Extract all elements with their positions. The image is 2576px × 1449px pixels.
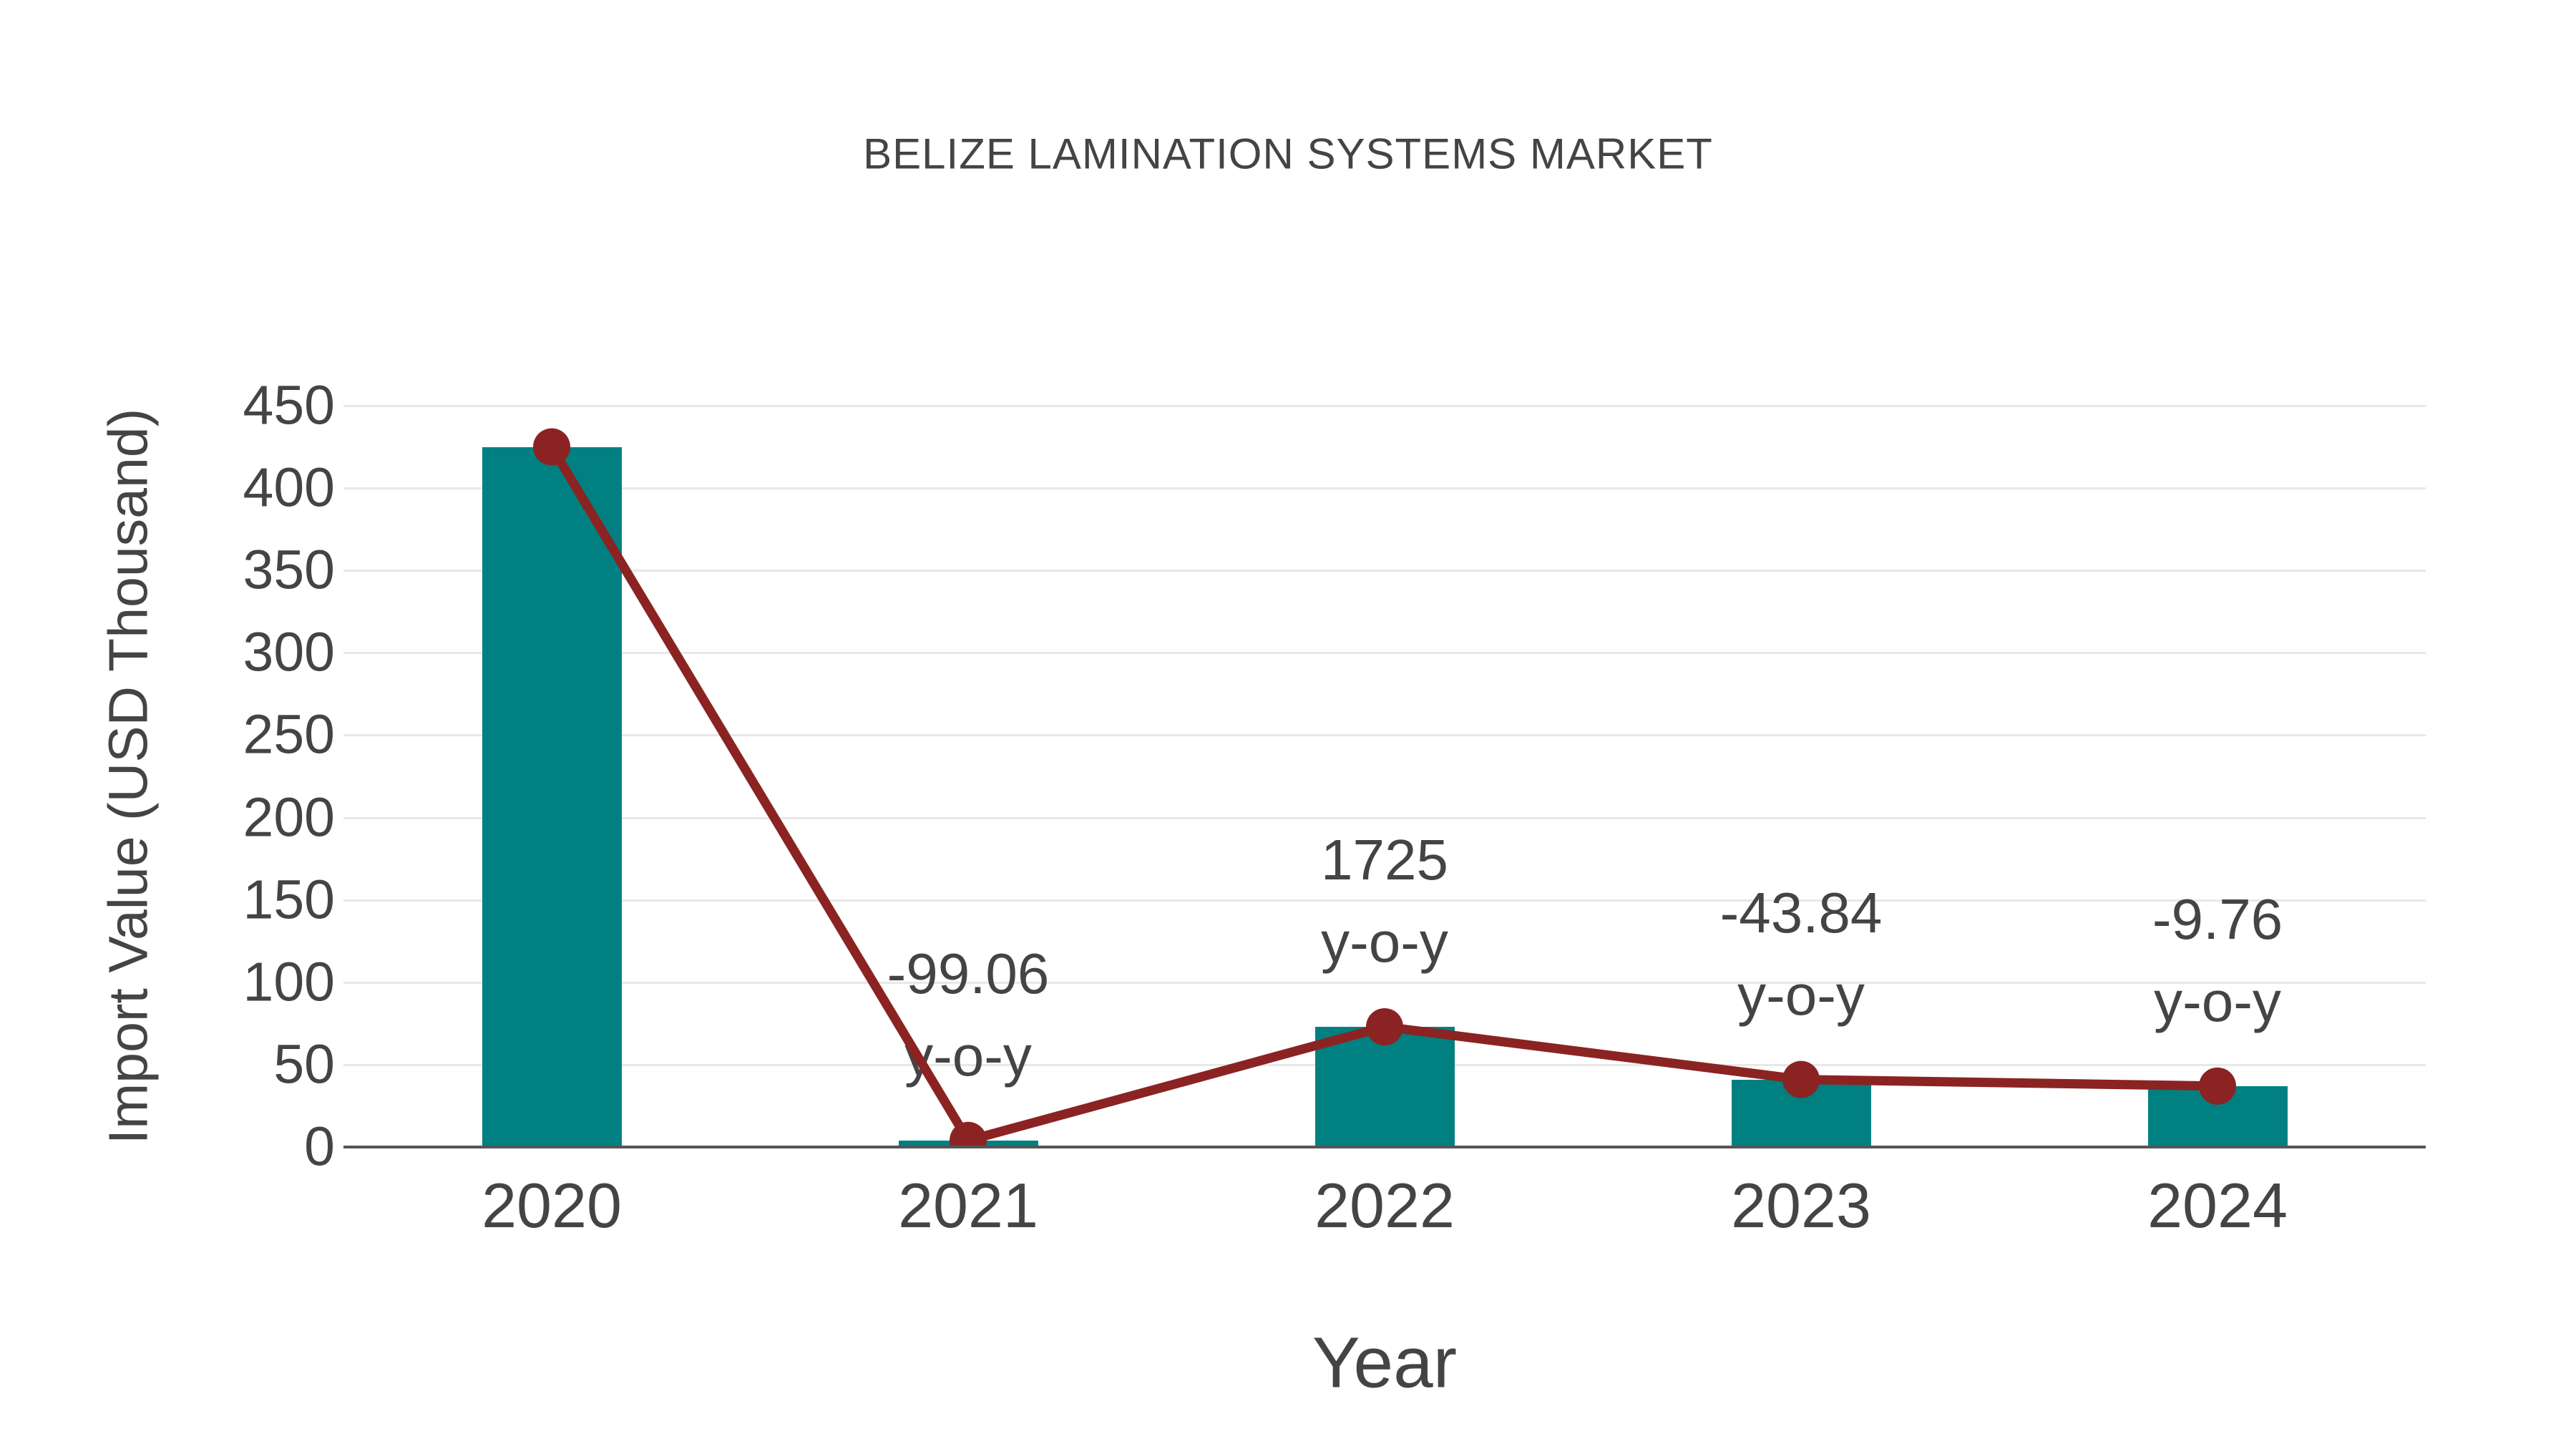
line-marker-2024 (2199, 1067, 2236, 1105)
x-tick-label: 2022 (1314, 1170, 1455, 1241)
y-tick-label: 100 (243, 951, 335, 1013)
y-tick-label: 400 (243, 457, 335, 519)
y-tick-label: 350 (243, 539, 335, 601)
annotation-suffix: y-o-y (1737, 962, 1865, 1027)
y-tick-label: 50 (273, 1033, 335, 1096)
chart-title: BELIZE LAMINATION SYSTEMS MARKET (863, 130, 1713, 178)
line-marker-2022 (1366, 1008, 1403, 1045)
annotation-value: -9.76 (2152, 887, 2283, 951)
gridline (343, 981, 2426, 984)
x-tick-label: 2023 (1731, 1170, 1871, 1241)
y-tick-label: 450 (243, 374, 335, 436)
annotation-suffix: y-o-y (1321, 909, 1448, 974)
gridline (343, 405, 2426, 407)
gridline (343, 734, 2426, 737)
x-tick-label: 2020 (482, 1170, 622, 1241)
gridline (343, 816, 2426, 819)
y-tick-label: 300 (243, 621, 335, 683)
line-marker-2020 (533, 428, 570, 466)
x-axis-title: Year (1312, 1322, 1458, 1403)
y-tick-label: 200 (243, 786, 335, 849)
line-marker-2023 (1782, 1060, 1820, 1098)
line-marker-2021 (950, 1121, 987, 1146)
y-tick-label: 0 (304, 1116, 335, 1178)
gridline (343, 570, 2426, 572)
gridline (343, 899, 2426, 902)
gridline (343, 652, 2426, 655)
annotation-value: -99.06 (887, 941, 1050, 1005)
bar-2022 (1314, 1026, 1455, 1147)
annotation-suffix: y-o-y (2154, 969, 2281, 1033)
trend-line-svg (533, 428, 2236, 1146)
annotation-value: -43.84 (1719, 880, 1883, 945)
y-tick-label: 250 (243, 703, 335, 766)
annotation-value: 1725 (1321, 827, 1448, 892)
bar-2020 (482, 447, 622, 1147)
x-axis-line (343, 1146, 2426, 1148)
x-tick-label: 2024 (2147, 1170, 2288, 1241)
gridline (343, 487, 2426, 490)
x-tick-label: 2021 (898, 1170, 1038, 1241)
y-tick-label: 150 (243, 869, 335, 931)
